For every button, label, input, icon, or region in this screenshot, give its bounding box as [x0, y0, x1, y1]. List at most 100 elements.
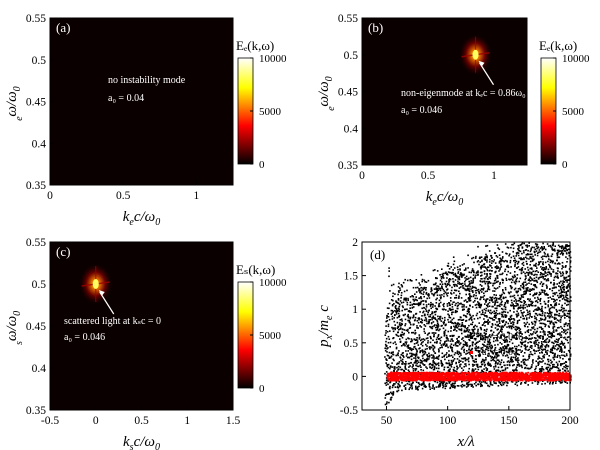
data-point: [532, 304, 534, 307]
data-point: [501, 300, 503, 303]
data-point: [473, 332, 476, 335]
data-point: [436, 325, 439, 327]
data-point: [560, 309, 562, 312]
data-point: [556, 314, 558, 316]
data-point: [561, 354, 563, 357]
data-point: [499, 297, 501, 299]
data-point: [487, 286, 490, 288]
data-point: [509, 371, 511, 374]
data-point: [531, 333, 533, 336]
data-point: [424, 332, 426, 334]
data-point: [552, 283, 555, 286]
annotation-text: no instability mode: [108, 75, 186, 86]
data-point: [553, 304, 556, 307]
data-point: [485, 330, 488, 333]
data-point: [538, 349, 541, 351]
data-point: [556, 263, 559, 265]
data-point: [494, 365, 497, 368]
data-point: [537, 306, 539, 309]
data-point: [558, 334, 561, 336]
data-point: [565, 315, 568, 317]
data-point: [491, 351, 493, 353]
data-point: [433, 347, 436, 349]
data-point: [544, 331, 546, 333]
data-point: [562, 266, 564, 268]
data-point: [566, 261, 568, 263]
data-point: [551, 351, 553, 353]
data-point: [549, 321, 552, 323]
data-point: [491, 356, 493, 358]
data-point: [556, 254, 559, 257]
data-point: [523, 311, 525, 313]
data-point: [549, 322, 552, 325]
data-point: [427, 303, 430, 305]
data-point: [565, 256, 567, 258]
data-point: [559, 369, 561, 371]
data-point: [396, 334, 398, 337]
data-point: [520, 269, 522, 271]
data-point: [390, 392, 393, 395]
data-point: [564, 296, 567, 298]
data-point: [523, 344, 526, 347]
data-point: [515, 337, 518, 339]
data-point: [489, 347, 492, 349]
data-point: [509, 358, 512, 361]
data-point: [417, 304, 420, 307]
data-point: [413, 300, 415, 302]
data-point: [521, 366, 523, 369]
data-point: [487, 309, 490, 312]
data-point: [510, 375, 512, 377]
data-point: [516, 384, 519, 387]
data-point: [455, 362, 457, 365]
data-point: [511, 336, 514, 339]
data-point: [550, 367, 553, 370]
data-point: [567, 370, 569, 372]
data-point: [515, 260, 518, 263]
data-point: [432, 339, 434, 341]
data-point: [466, 352, 469, 355]
data-point: [399, 335, 402, 337]
data-point: [516, 358, 519, 360]
data-point: [398, 314, 401, 317]
data-point: [560, 342, 562, 345]
data-point: [470, 295, 473, 298]
data-point: [425, 360, 428, 363]
data-point: [520, 285, 522, 287]
data-point: [553, 363, 555, 366]
data-point: [429, 348, 431, 350]
data-point: [530, 338, 532, 340]
data-point: [407, 362, 410, 365]
data-point: [390, 313, 393, 315]
data-point: [541, 346, 543, 348]
data-point: [450, 271, 452, 274]
data-point: [459, 269, 461, 271]
data-point: [562, 254, 564, 256]
data-point: [480, 361, 483, 364]
data-point: [497, 366, 500, 369]
data-point: [461, 338, 463, 340]
data-point: [450, 289, 453, 292]
data-point: [469, 353, 471, 355]
data-point: [426, 297, 428, 300]
data-point: [477, 351, 480, 353]
data-point: [478, 353, 481, 355]
data-point: [463, 348, 466, 351]
data-point: [471, 319, 473, 321]
data-point: [522, 358, 525, 361]
data-point: [460, 316, 462, 319]
data-point: [481, 363, 484, 366]
data-point: [566, 245, 568, 248]
data-point: [561, 373, 564, 375]
data-point: [455, 330, 458, 332]
data-point: [536, 267, 538, 269]
data-point: [541, 312, 544, 315]
data-point: [440, 381, 443, 384]
data-point: [469, 345, 471, 347]
data-point: [506, 331, 509, 334]
data-point: [567, 297, 569, 300]
data-point: [526, 257, 528, 260]
data-point: [528, 258, 530, 260]
data-point: [453, 382, 456, 385]
data-point: [397, 387, 400, 389]
data-point: [478, 306, 481, 308]
